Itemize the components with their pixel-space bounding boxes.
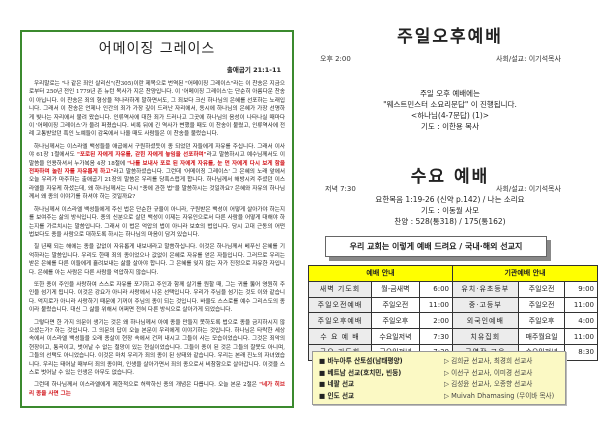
paragraph-text: 또한 종이 주인을 사랑하여 스스로 자유를 포기하고 주인과 함께 살기를 원… bbox=[29, 281, 285, 314]
wednesday-service-title: 수요 예배 bbox=[410, 167, 490, 187]
mission-item: ■ 인도 선교 ▷ Muivah Dhamasing (무이바 목사) bbox=[319, 391, 559, 403]
service-time: 7:30 bbox=[418, 328, 454, 345]
mission-place: ■ 베트남 선교(호치민, 빈둥) bbox=[319, 368, 402, 377]
wednesday-line: 찬양 : 528(통318) / 175(통162) bbox=[394, 217, 506, 226]
table-row: 외국인예배 주일오후 4:00 bbox=[452, 312, 598, 330]
service-day: 주일오후 bbox=[517, 312, 566, 330]
service-time: 8:30 bbox=[564, 343, 598, 361]
table-row: 새벽 기도회 월-금새벽 6:00 bbox=[308, 280, 454, 298]
sermon-paragraph: 칠 년째 되는 해에는 종을 값없이 자유롭게 내보내라고 말씀하십니다. 이것… bbox=[29, 243, 285, 277]
service-name: 외국인예배 bbox=[452, 312, 519, 330]
service-name: 중·고등부 bbox=[452, 296, 519, 314]
missions-box: ■ 바누아투 산토섬(남태평양) ▷ 김희균 선교사, 최경희 선교사 ■ 베트남 … bbox=[312, 351, 566, 405]
service-day: 수요일저녁 bbox=[371, 328, 420, 345]
worship-table: 예배 안내 새벽 기도회 월-금새벽 6:00 주일오전예배 주일오전 11:00 주일오후… bbox=[308, 265, 454, 361]
sermon-paragraph: 우리말로는 "나 같은 죄인 살리신"(찬305)이란 제목으로 번역된 "어메… bbox=[29, 80, 285, 139]
paragraph-text: 하나님께서 이스라엘 백성들에게 주신 법은 단순한 규율이 아니라, 구원받은… bbox=[29, 206, 285, 238]
department-table: 기관예배 안내 유치·유초등부 주일오전 9:00 중·고등부 주일오전 11:00 외국인… bbox=[452, 265, 598, 361]
sunday-line: 주일 오후 예배에는 bbox=[420, 89, 480, 98]
paragraph-text: 칠 년째 되는 해에는 종을 값없이 자유롭게 내보내라고 말씀하십니다. 이것… bbox=[29, 244, 285, 276]
mission-place: ■ 네팔 선교 bbox=[319, 380, 355, 388]
sunday-service-title: 주일오후예배 bbox=[397, 27, 503, 47]
sunday-time: 오후 2:00 bbox=[320, 55, 351, 63]
paragraph-text: 라고 말씀하셨습니다. 그런데 '어메이징 그레이스' 그 은혜의 노래 앞에서… bbox=[29, 169, 285, 201]
mission-item: ■ 베트남 선교(호치민, 빈둥) ▷ 이선구 선교사, 이미경 선교사 bbox=[319, 368, 559, 380]
paragraph-text: 우리말로는 "나 같은 죄인 살리신"(찬305)이란 제목으로 번역된 "어메… bbox=[29, 81, 285, 138]
wednesday-line: 기도 : 이동월 사모 bbox=[421, 206, 479, 215]
sunday-leader: 사회/설교: 이기석목사 bbox=[496, 55, 561, 63]
service-name: 주일오후예배 bbox=[308, 312, 372, 330]
missionaries: ▷ 이선구 선교사, 이미경 선교사 bbox=[444, 368, 533, 377]
wednesday-leader: 사회/설교: 이기석목사 bbox=[496, 185, 561, 193]
highlighted-quote: "네가 히브리 종을 사면 그는 bbox=[29, 382, 285, 397]
mission-place: ■ 인도 선교 bbox=[319, 391, 355, 400]
sunday-line: <하나님(4-7문답) (1)> bbox=[410, 111, 490, 120]
paragraph-text: 하나님께서는 이스라엘 백성들을 애굽에서 구원하셨듯이 종 되었던 자들에게 … bbox=[29, 143, 285, 159]
service-time: 11:00 bbox=[564, 328, 598, 345]
table-row: 주일오전예배 주일오전 11:00 bbox=[308, 296, 454, 314]
sunday-line: 기도 : 이한용 목사 bbox=[421, 122, 479, 131]
sermon-paragraph: 또한 종이 주인을 사랑하여 스스로 자유를 포기하고 주인과 함께 살기를 원… bbox=[29, 281, 285, 315]
wednesday-time: 저녁 7:30 bbox=[325, 185, 356, 193]
highlighted-quote: "포로된 자에게 자유를, 갇힌 자에게 놓임을 선포하며" bbox=[76, 152, 207, 159]
sunday-line: "웨스트민스터 소요리문답" 이 진행됩니다. bbox=[383, 100, 517, 109]
service-day: 월-금새벽 bbox=[371, 280, 420, 298]
scripture-reference: 출애굽기 21:1-11 bbox=[226, 66, 281, 74]
service-day: 주일오전 bbox=[517, 280, 566, 298]
sermon-paragraph: 하나님께서는 이스라엘 백성들을 애굽에서 구원하셨듯이 종 되었던 자들에게 … bbox=[29, 143, 285, 202]
paragraph-text: 라고 말씀하시고 예수님께서도 이 말씀을 인용하셔서 누가복음 4장 18절에 bbox=[29, 152, 285, 167]
service-time: 6:00 bbox=[418, 280, 454, 298]
sermon-paragraph: 그런데 하나님께서 이스라엘에게 제한적으로 허락하신 종의 개념은 다릅니다.… bbox=[29, 381, 285, 398]
service-time: 11:00 bbox=[564, 296, 598, 314]
service-name: 유치·유초등부 bbox=[452, 280, 519, 298]
worship-banner: 우리 교회는 이렇게 예배 드려요 / 국내·해외 선교지 bbox=[325, 236, 547, 257]
paragraph-text: 그렇다면 한 가지 의문이 생기는 것은 왜 하나님께서 아예 종을 만들지 못… bbox=[29, 319, 285, 376]
table-row: 중·고등부 주일오전 11:00 bbox=[452, 296, 598, 314]
table-row: 치유집회 매주월요일 11:00 bbox=[452, 328, 598, 345]
mission-item: ■ 바누아투 산토섬(남태평양) ▷ 김희균 선교사, 최경희 선교사 bbox=[319, 356, 559, 368]
service-day: 주일오후 bbox=[371, 312, 420, 330]
service-day: 매주월요일 bbox=[517, 328, 566, 345]
sermon-body: 우리말로는 "나 같은 죄인 살리신"(찬305)이란 제목으로 번역된 "어메… bbox=[29, 80, 285, 398]
mission-place: ■ 바누아투 산토섬(남태평양) bbox=[319, 357, 403, 365]
missionaries: ▷ Muivah Dhamasing (무이바 목사) bbox=[444, 391, 555, 400]
service-day: 주일오전 bbox=[371, 296, 420, 314]
table-row: 유치·유초등부 주일오전 9:00 bbox=[452, 280, 598, 298]
table-row: 주일오후예배 주일오후 2:00 bbox=[308, 312, 454, 330]
wednesday-line: 요한복음 1:19-26 (신약 p.142) / 나는 소리요 bbox=[375, 195, 525, 204]
sermon-paragraph: 하나님께서 이스라엘 백성들에게 주신 법은 단순한 규율이 아니라, 구원받은… bbox=[29, 206, 285, 240]
service-time: 9:00 bbox=[564, 280, 598, 298]
worship-table-header: 예배 안내 bbox=[308, 265, 453, 282]
service-name: 수 요 예 배 bbox=[308, 328, 372, 345]
highlighted-quote: "나를 보내사 포로 된 자에게 자유를, 눈 먼 자에게 다시 보게 함을 전… bbox=[29, 160, 285, 176]
missionaries: ▷ 김성윤 선교사, 오종향 선교사 bbox=[444, 380, 533, 388]
sermon-column: 어메이징 그레이스 출애굽기 21:1-11 우리말로는 "나 같은 죄인 살리… bbox=[20, 30, 294, 408]
service-time: 4:00 bbox=[564, 312, 598, 330]
table-row: 수 요 예 배 수요일저녁 7:30 bbox=[308, 328, 454, 345]
service-name: 치유집회 bbox=[452, 328, 519, 345]
service-day: 주일오전 bbox=[517, 296, 566, 314]
service-time: 2:00 bbox=[418, 312, 454, 330]
service-time: 11:00 bbox=[418, 296, 454, 314]
missionaries: ▷ 김희균 선교사, 최경희 선교사 bbox=[444, 357, 533, 365]
department-table-header: 기관예배 안내 bbox=[452, 265, 598, 282]
mission-item: ■ 네팔 선교 ▷ 김성윤 선교사, 오종향 선교사 bbox=[319, 379, 559, 391]
sermon-paragraph: 그렇다면 한 가지 의문이 생기는 것은 왜 하나님께서 아예 종을 만들지 못… bbox=[29, 319, 285, 378]
paragraph-text: 그런데 하나님께서 이스라엘에게 제한적으로 허락하신 종의 개념은 다릅니다.… bbox=[34, 382, 260, 389]
sermon-title: 어메이징 그레이스 bbox=[98, 41, 216, 57]
service-name: 새벽 기도회 bbox=[308, 280, 372, 298]
service-name: 주일오전예배 bbox=[308, 296, 372, 314]
